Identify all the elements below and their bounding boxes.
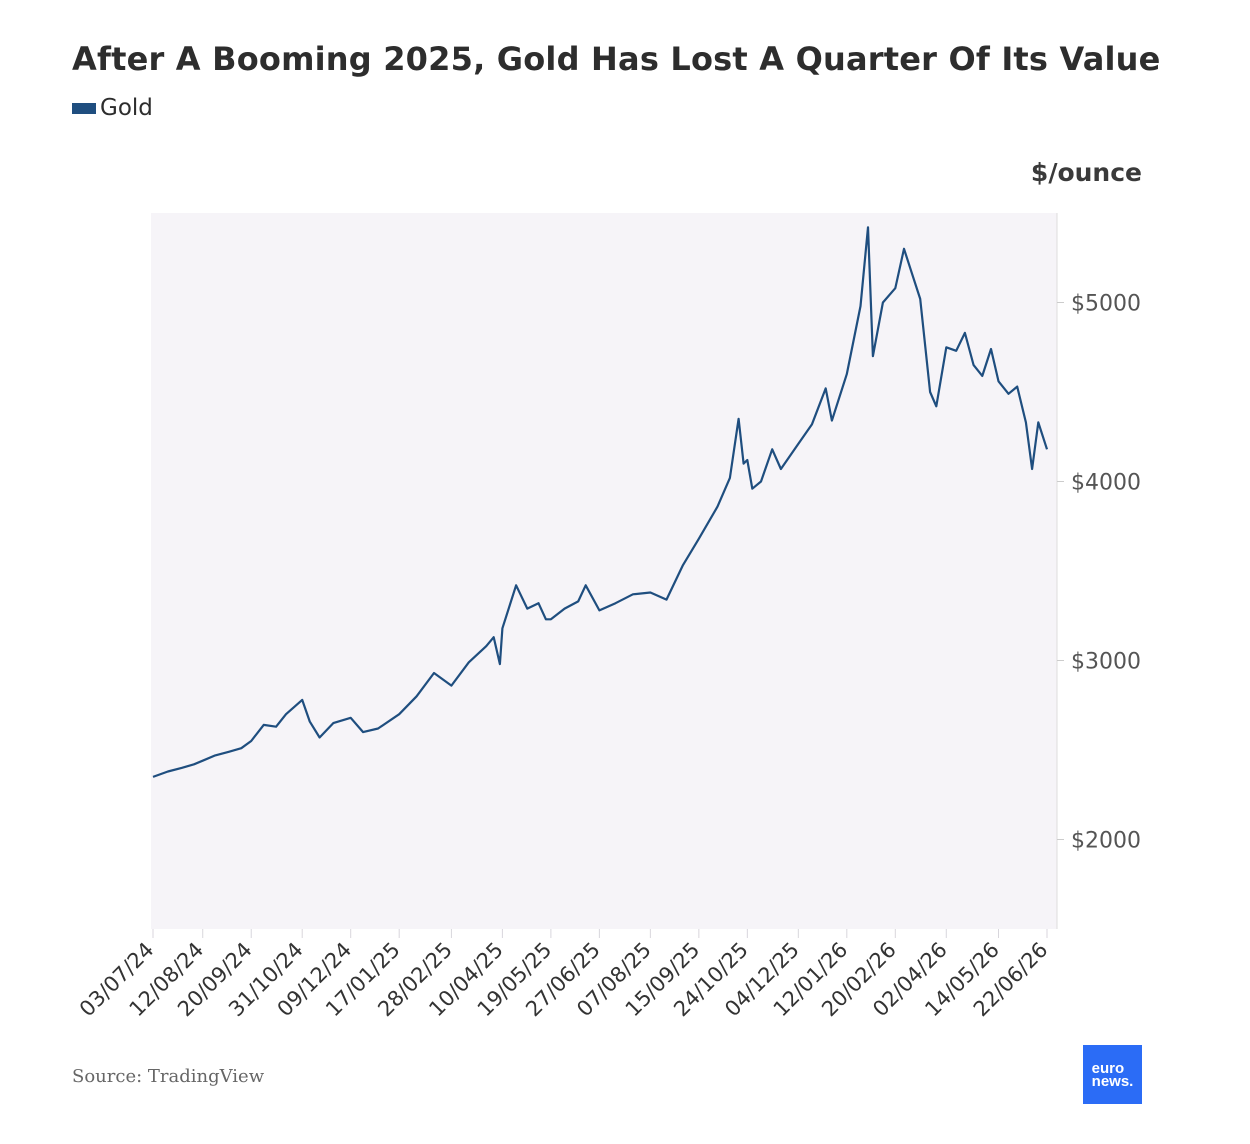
y-tick-label: $3000 xyxy=(1071,650,1141,675)
euronews-logo: euro news. xyxy=(1083,1045,1142,1104)
y-tick-label: $4000 xyxy=(1071,471,1141,496)
source-note: Source: TradingView xyxy=(72,1066,265,1087)
y-unit-label: $/ounce xyxy=(1030,158,1142,187)
logo-line-1: euro xyxy=(1091,1059,1125,1077)
legend: Gold xyxy=(72,95,153,121)
plot-area xyxy=(151,213,1057,929)
y-tick-label: $5000 xyxy=(1071,292,1141,317)
y-tick-label: $2000 xyxy=(1071,829,1141,854)
series-line-gold xyxy=(152,226,1049,778)
logo-line-2: news. xyxy=(1091,1072,1134,1090)
chart-title: After A Booming 2025, Gold Has Lost A Qu… xyxy=(72,40,1161,78)
legend-swatch xyxy=(72,102,96,114)
legend-label: Gold xyxy=(100,95,153,121)
